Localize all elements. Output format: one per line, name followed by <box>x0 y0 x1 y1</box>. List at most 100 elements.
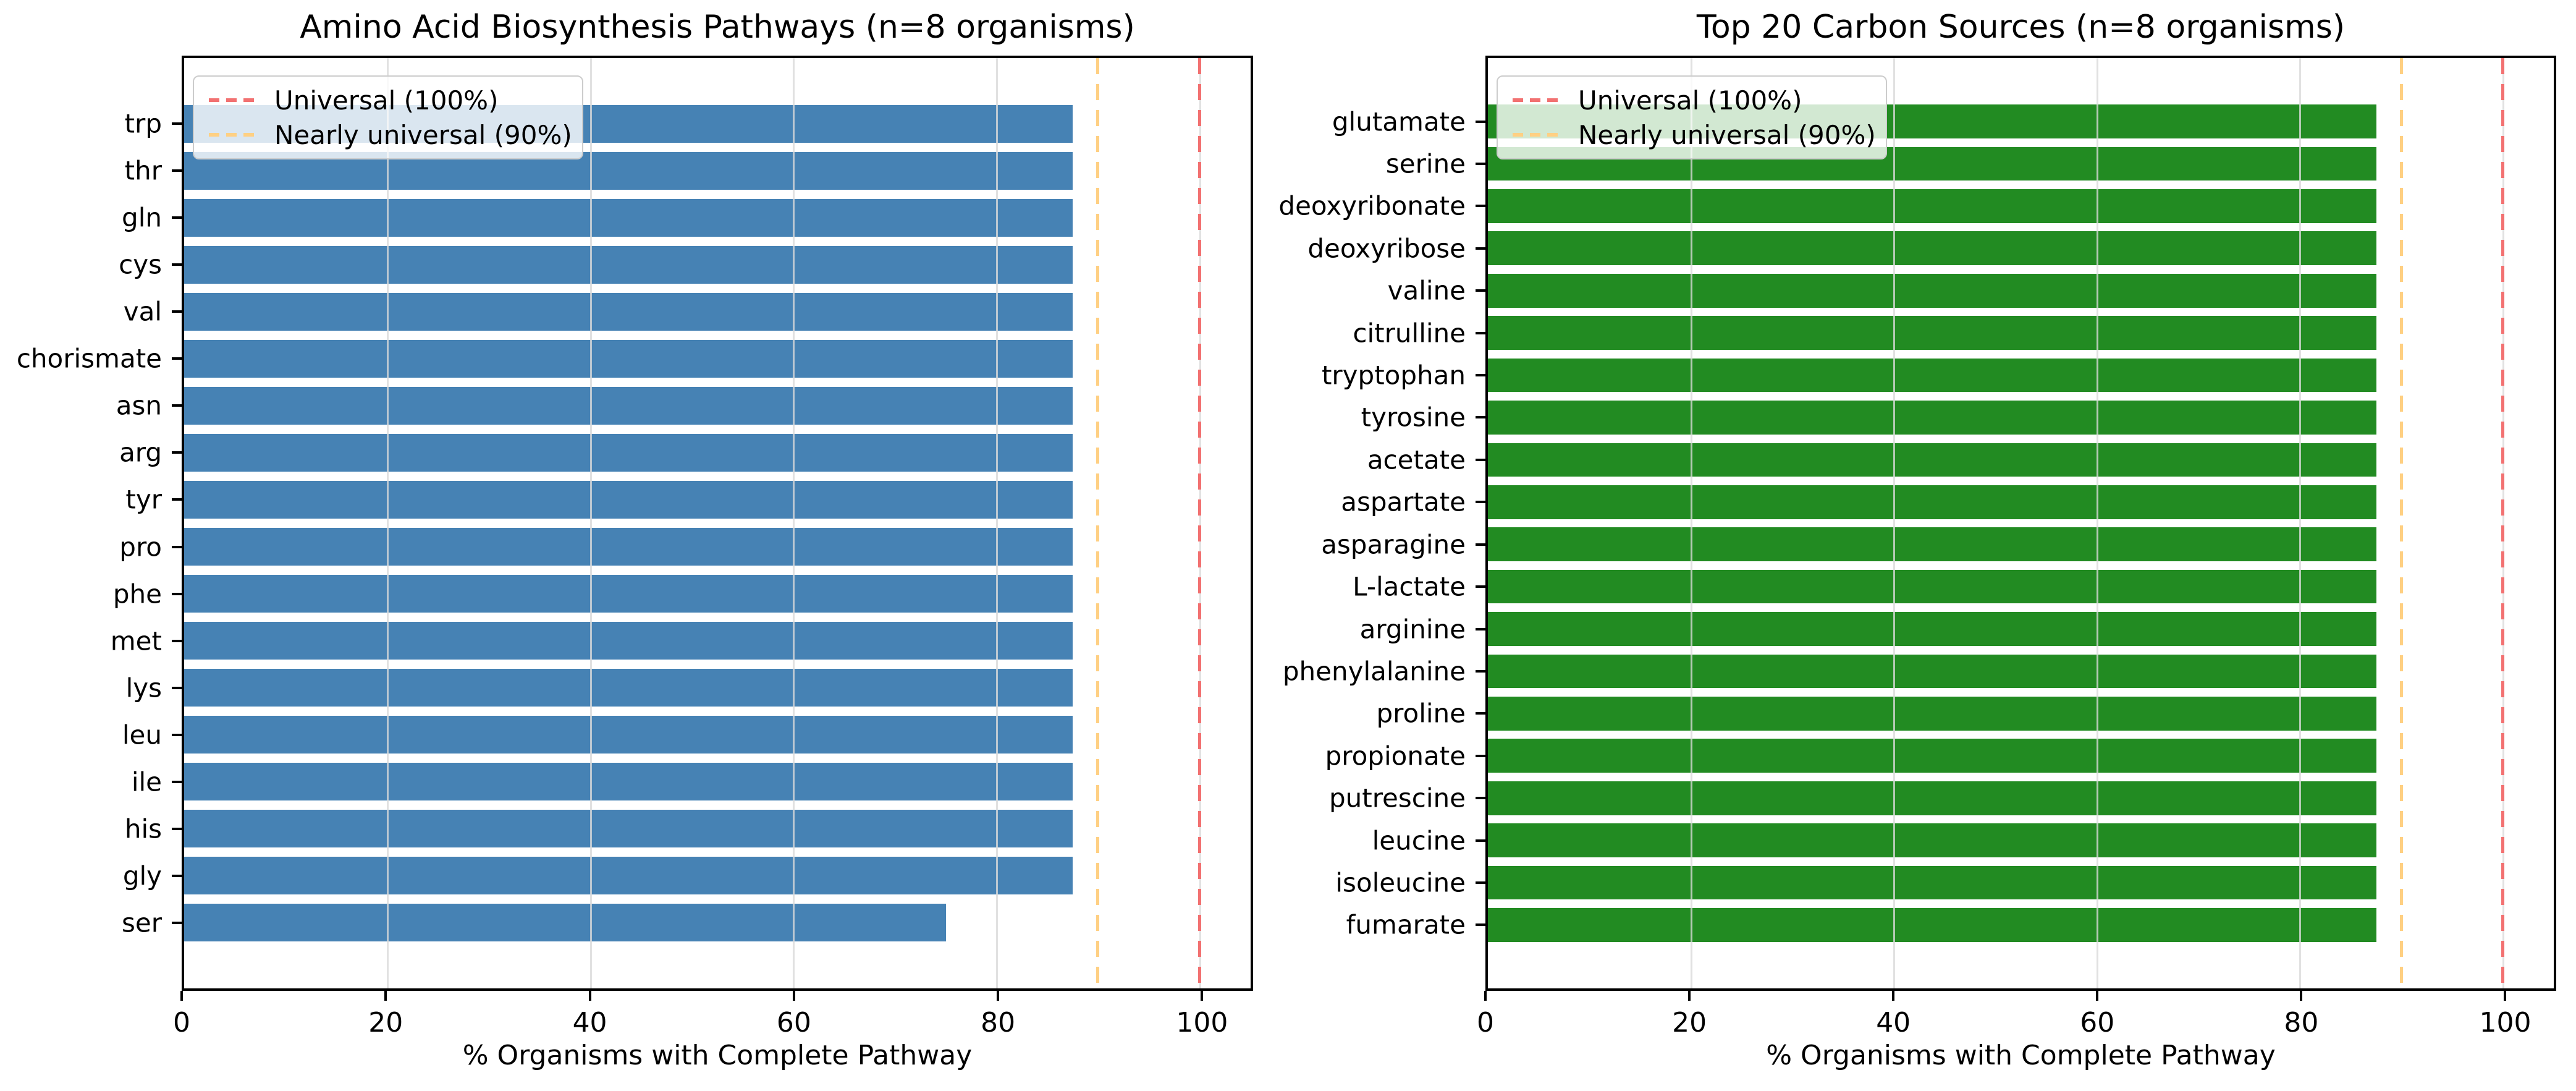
y-tick-mark-aspartate <box>1476 501 1485 504</box>
x-axis-title: % Organisms with Complete Pathway <box>462 1040 973 1071</box>
x-axis-title: % Organisms with Complete Pathway <box>1766 1040 2276 1071</box>
x-tick-label-80: 80 <box>2284 1007 2319 1038</box>
y-tick-label-asparagine: asparagine <box>1321 529 1466 560</box>
y-tick-mark-valine <box>1476 289 1485 292</box>
bar-trp <box>184 104 1073 143</box>
y-tick-label-met: met <box>110 626 162 656</box>
chart-title: Top 20 Carbon Sources (n=8 organisms) <box>1696 9 2346 46</box>
y-tick-mark-tyr <box>172 498 182 501</box>
y-tick-label-ile: ile <box>131 766 162 797</box>
x-tick-mark-100 <box>2504 991 2507 1001</box>
x-tick-mark-80 <box>2300 991 2303 1001</box>
y-tick-label-tyrosine: tyrosine <box>1361 402 1466 433</box>
y-tick-mark-lys <box>172 686 182 689</box>
y-tick-mark-met <box>172 639 182 642</box>
x-tick-label-60: 60 <box>2080 1007 2115 1038</box>
gridline-x-80 <box>996 58 999 988</box>
bar-ile <box>184 763 1073 800</box>
bar-asparagine <box>1488 527 2376 562</box>
dashed-line-sample-orange-icon <box>209 133 257 137</box>
x-tick-mark-60 <box>792 991 795 1001</box>
y-tick-mark-arg <box>172 451 182 454</box>
x-axis-ticks: 0 20 40 60 80 100 <box>1477 991 2556 1046</box>
y-tick-label-citrulline: citrulline <box>1353 318 1466 349</box>
y-tick-mark-phe <box>172 592 182 595</box>
y-axis-labels: glutamate serine deoxyribonate deoxyribose v… <box>1232 56 1466 991</box>
y-tick-label-aspartate: aspartate <box>1341 486 1466 517</box>
y-tick-label-L-lactate: L-lactate <box>1353 571 1466 602</box>
bar-proline <box>1488 697 2376 731</box>
x-tick-mark-80 <box>997 991 1000 1001</box>
y-tick-label-thr: thr <box>124 155 162 186</box>
x-tick-label-100: 100 <box>1176 1007 1228 1038</box>
bar-phenylalanine <box>1488 654 2376 689</box>
dashed-line-sample-red-icon <box>1513 98 1561 102</box>
legend-label: Nearly universal (90%) <box>274 119 572 150</box>
bar-pro <box>184 528 1073 566</box>
bar-met <box>184 622 1073 660</box>
reference-lines-layer <box>1488 58 2554 988</box>
x-tick-label-20: 20 <box>1672 1007 1707 1038</box>
bars-layer <box>184 58 1251 988</box>
bar-isoleucine <box>1488 865 2376 900</box>
bar-citrulline <box>1488 316 2376 350</box>
bar-deoxyribonate <box>1488 189 2376 223</box>
y-tick-mark-propionate <box>1476 754 1485 757</box>
y-tick-mark-proline <box>1476 712 1485 715</box>
y-tick-mark-tryptophan <box>1476 374 1485 377</box>
y-tick-label-gln: gln <box>122 202 162 233</box>
y-tick-mark-serine <box>1476 162 1485 165</box>
y-tick-label-isoleucine: isoleucine <box>1335 867 1466 898</box>
x-tick-mark-0 <box>1484 991 1487 1001</box>
y-tick-label-chorismate: chorismate <box>16 343 162 374</box>
y-tick-label-putrescine: putrescine <box>1328 783 1466 813</box>
legend-label: Universal (100%) <box>274 85 499 116</box>
reference-line-100 <box>2501 58 2504 988</box>
x-tick-mark-40 <box>588 991 591 1001</box>
y-axis-tick-marks <box>1476 56 1485 991</box>
y-tick-label-val: val <box>123 296 162 327</box>
y-tick-mark-trp <box>172 122 182 125</box>
y-tick-mark-asn <box>172 404 182 407</box>
dashed-line-sample-red-icon <box>209 98 257 102</box>
y-tick-label-glutamate: glutamate <box>1332 106 1466 137</box>
bar-acetate <box>1488 443 2376 477</box>
y-tick-mark-thr <box>172 169 182 172</box>
gridline-x-40 <box>1893 58 1896 988</box>
y-tick-mark-val <box>172 310 182 313</box>
y-tick-label-deoxyribonate: deoxyribonate <box>1278 190 1466 221</box>
legend-item-nearly-universal: Nearly universal (90%) <box>1513 117 1876 152</box>
y-tick-label-arg: arg <box>119 437 162 468</box>
y-tick-mark-ser <box>172 921 182 924</box>
bar-lys <box>184 669 1073 707</box>
y-axis-tick-marks <box>172 56 182 991</box>
reference-line-90 <box>1096 58 1100 988</box>
legend-label: Nearly universal (90%) <box>1578 119 1876 150</box>
y-tick-mark-isoleucine <box>1476 881 1485 885</box>
y-tick-label-pro: pro <box>119 532 162 562</box>
y-tick-label-leucine: leucine <box>1372 825 1466 856</box>
chart-title: Amino Acid Biosynthesis Pathways (n=8 or… <box>300 9 1135 46</box>
x-tick-label-80: 80 <box>981 1007 1016 1038</box>
bar-val <box>184 293 1073 331</box>
bar-gly <box>184 857 1073 895</box>
y-tick-mark-putrescine <box>1476 797 1485 800</box>
bar-deoxyribose <box>1488 231 2376 266</box>
bar-leu <box>184 716 1073 754</box>
y-tick-mark-his <box>172 827 182 830</box>
y-tick-label-serine: serine <box>1385 148 1466 179</box>
bar-propionate <box>1488 739 2376 773</box>
bars-layer <box>1488 58 2554 988</box>
bar-L-lactate <box>1488 569 2376 604</box>
legend-item-universal: Universal (100%) <box>1513 83 1871 117</box>
y-tick-label-valine: valine <box>1387 275 1466 306</box>
bar-ser <box>184 904 946 942</box>
gridline-x-80 <box>2299 58 2302 988</box>
bar-serine <box>1488 146 2376 181</box>
x-tick-label-0: 0 <box>1477 1007 1494 1038</box>
y-tick-label-phenylalanine: phenylalanine <box>1282 656 1466 687</box>
y-tick-label-cys: cys <box>119 249 162 280</box>
bar-fumarate <box>1488 908 2376 942</box>
y-tick-label-acetate: acetate <box>1367 444 1466 475</box>
